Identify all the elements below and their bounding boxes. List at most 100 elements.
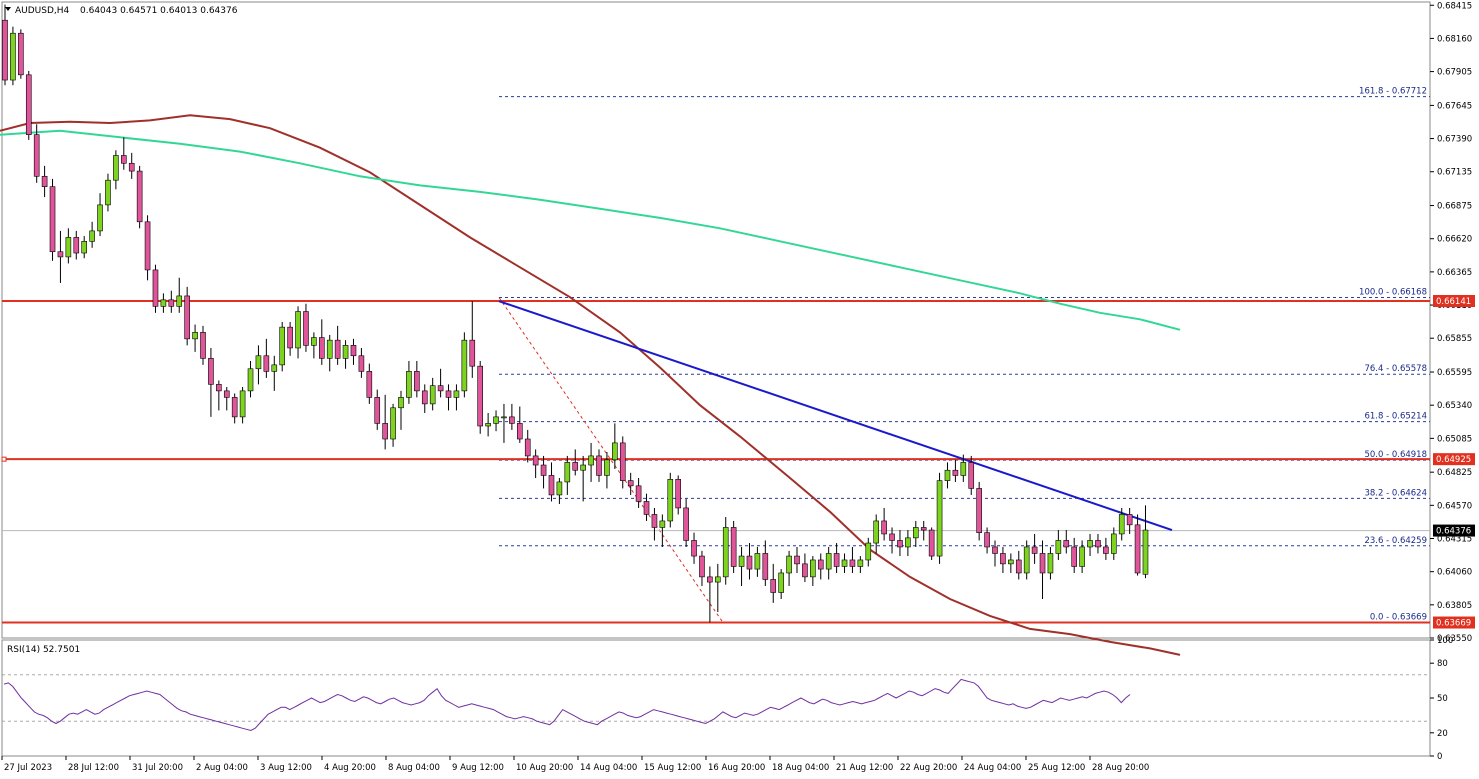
time-tick-label: 21 Aug 12:00 xyxy=(836,763,893,773)
current-price-tag-text: 0.64376 xyxy=(1436,527,1471,537)
bearish-candle-body xyxy=(366,371,373,398)
candle xyxy=(604,452,610,489)
bullish-candle-body xyxy=(1142,529,1149,575)
moving-average-line xyxy=(0,129,1181,331)
rsi-tick-label: 100 xyxy=(1437,636,1453,646)
bearish-candle-body xyxy=(968,462,975,489)
bullish-candle-body xyxy=(105,179,111,206)
bearish-candle-body xyxy=(231,397,238,418)
candle xyxy=(1055,530,1062,560)
bearish-candle-body xyxy=(532,455,539,466)
bearish-candle-body xyxy=(421,390,428,405)
fib-level-label: 61.8 - 0.65214 xyxy=(1364,412,1427,422)
bearish-candle-body xyxy=(437,385,444,392)
candle xyxy=(334,325,341,365)
bearish-candle-body xyxy=(635,485,642,502)
candle xyxy=(136,165,143,229)
candle xyxy=(89,221,95,248)
bullish-candle-body xyxy=(342,345,349,359)
time-tick-label: 28 Aug 20:00 xyxy=(1092,763,1149,773)
ohlc-readout: 0.64043 0.64571 0.64013 0.64376 xyxy=(80,6,238,16)
fib-level-label: 161.8 - 0.67712 xyxy=(1359,87,1427,97)
candle xyxy=(429,377,436,411)
candle xyxy=(683,498,689,547)
bearish-candle-body xyxy=(619,442,626,481)
price-tick-label: 0.66365 xyxy=(1437,268,1472,278)
candle xyxy=(730,520,737,573)
candle xyxy=(2,4,8,86)
time-tick-label: 22 Aug 20:00 xyxy=(900,763,957,773)
bearish-candle-body xyxy=(49,186,56,253)
bearish-candle-body xyxy=(2,19,8,81)
candle xyxy=(509,403,515,430)
candle xyxy=(239,386,246,424)
bullish-candle-body xyxy=(960,462,967,476)
bearish-candle-body xyxy=(1015,559,1022,574)
candle xyxy=(1071,537,1077,573)
candle xyxy=(524,429,531,463)
trendline xyxy=(498,300,1173,531)
fib-level-label: 100.0 - 0.66168 xyxy=(1359,287,1427,297)
candle xyxy=(976,481,982,541)
bearish-candle-body xyxy=(1134,524,1141,574)
candle xyxy=(461,332,468,398)
level-price-tag-text: 0.64925 xyxy=(1436,455,1471,465)
bullish-candle-body xyxy=(1055,540,1062,554)
candle xyxy=(295,306,301,359)
candle xyxy=(184,286,190,346)
candle xyxy=(944,462,951,489)
candle xyxy=(1111,527,1117,560)
fib-level-label: 23.6 - 0.64259 xyxy=(1364,536,1427,546)
candle xyxy=(1000,546,1006,573)
bearish-candle-body xyxy=(572,462,579,471)
candle xyxy=(960,454,967,482)
bearish-candle-body xyxy=(318,337,325,359)
candle xyxy=(810,556,816,586)
candle xyxy=(651,507,658,541)
candle xyxy=(849,546,856,573)
fib-level-label: 76.4 - 0.65578 xyxy=(1364,364,1427,374)
bearish-candle-body xyxy=(1103,546,1109,554)
bearish-candle-body xyxy=(1031,546,1038,554)
bearish-candle-body xyxy=(920,527,927,531)
bullish-candle-body xyxy=(453,390,460,398)
candle xyxy=(802,553,808,583)
candle xyxy=(588,442,594,482)
rsi-tick-label: 50 xyxy=(1437,694,1448,704)
candle xyxy=(1126,507,1133,534)
bearish-candle-body xyxy=(121,155,127,164)
bullish-candle-body xyxy=(279,326,286,366)
rsi-line xyxy=(3,678,1131,732)
bullish-candle-body xyxy=(311,337,317,346)
bullish-candle-body xyxy=(659,520,666,528)
candle xyxy=(223,386,230,411)
candle xyxy=(493,410,499,432)
candle xyxy=(928,527,935,560)
bullish-candle-body xyxy=(1087,540,1093,548)
price-tick-label: 0.65340 xyxy=(1437,401,1472,411)
bullish-candle-body xyxy=(176,295,183,307)
level-price-tag-text: 0.63669 xyxy=(1436,619,1471,629)
bullish-candle-body xyxy=(778,572,784,593)
dropdown-triangle-icon[interactable] xyxy=(5,7,11,11)
bullish-candle-body xyxy=(1023,546,1030,574)
bullish-candle-body xyxy=(738,555,745,567)
bullish-candle-body xyxy=(556,481,563,496)
candle xyxy=(303,303,309,352)
symbol-label: AUDUSD,H4 xyxy=(15,6,70,16)
bullish-candle-body xyxy=(873,520,880,544)
candle xyxy=(374,389,381,430)
bullish-candle-body xyxy=(326,339,333,359)
rsi-tick-label: 0 xyxy=(1437,752,1442,762)
bearish-candle-body xyxy=(627,480,634,487)
candle xyxy=(596,449,602,482)
bullish-candle-body xyxy=(10,32,16,81)
rsi-tick-label: 20 xyxy=(1437,729,1448,739)
price-tick-label: 0.63805 xyxy=(1437,601,1472,611)
candle xyxy=(33,124,40,183)
bullish-candle-body xyxy=(1111,533,1117,554)
bearish-candle-body xyxy=(1063,540,1070,548)
candle xyxy=(627,472,634,495)
candle xyxy=(920,520,927,541)
bullish-candle-body xyxy=(857,559,864,567)
